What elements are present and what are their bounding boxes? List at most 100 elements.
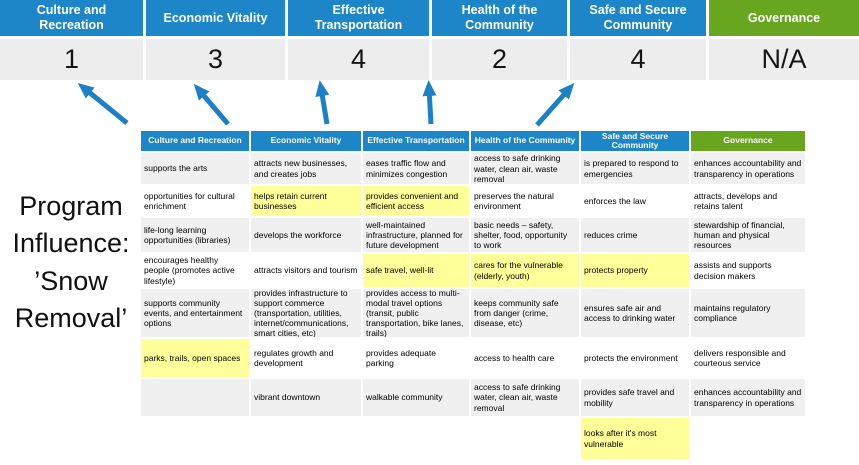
matrix-cell-text: basic needs – safety, shelter, food, opp… <box>474 219 568 250</box>
matrix-cell-text: vibrant downtown <box>254 392 321 403</box>
score-value: 3 <box>207 44 224 74</box>
matrix-cell-text: enforces the law <box>584 195 646 206</box>
matrix-cell-text: encourages healthy people (promotes acti… <box>144 255 235 286</box>
matrix-cell-text: delivers responsible and courteous servi… <box>694 347 786 368</box>
matrix-cell-r1c6: enhances accountability and transparency… <box>690 152 806 185</box>
matrix-cell-r7c1 <box>140 378 250 417</box>
matrix-cell-r7c6: enhances accountability and transparency… <box>690 378 806 417</box>
matrix-cell-r3c3: well-maintained infrastructure, planned … <box>362 217 470 253</box>
matrix-header-economic-vitality: Economic Vitality <box>250 130 362 152</box>
matrix-header-label: Health of the Community <box>474 135 576 146</box>
matrix-cell-text: safe travel, well-lit <box>366 265 434 276</box>
category-header-effective-transportation: Effective Transportation <box>288 0 429 36</box>
matrix-cell-text: develops the workforce <box>254 229 342 240</box>
matrix-cell-text: well-maintained infrastructure, planned … <box>366 219 463 250</box>
matrix-header-label: Effective Transportation <box>367 135 465 146</box>
matrix-cell-r5c1: supports community events, and entertain… <box>140 288 250 338</box>
matrix-cell-r8c5: looks after it's most vulnerable <box>580 417 690 460</box>
program-influence-label-line: Program <box>19 191 123 221</box>
matrix-cell-r7c5: provides safe travel and mobility <box>580 378 690 417</box>
matrix-cell-text: life-long learning opportunities (librar… <box>144 224 231 245</box>
matrix-cell-r1c2: attracts new businesses, and creates job… <box>250 152 362 185</box>
matrix-cell-text: reduces crime <box>584 229 638 240</box>
score-value: N/A <box>761 44 807 74</box>
matrix-cell-text: access to safe drinking water, clean air… <box>474 382 561 413</box>
category-header-safe-and-secure-community: Safe and Secure Community <box>570 0 706 36</box>
matrix-header-health-of-the-community: Health of the Community <box>470 130 580 152</box>
matrix-cell-r4c5: protects property <box>580 253 690 288</box>
matrix-cell-text: looks after it's most vulnerable <box>584 428 657 449</box>
matrix-cell-text: protects property <box>584 265 648 276</box>
matrix-cell-r8c3 <box>362 417 470 460</box>
matrix-cell-text: ensures safe air and access to drinking … <box>584 302 676 323</box>
matrix-cell-r2c1: opportunities for cultural enrichment <box>140 185 250 217</box>
matrix-cell-r6c4: access to health care <box>470 338 580 378</box>
matrix-cell-text: stewardship of financial, human and phys… <box>694 219 785 250</box>
matrix-cell-text: is prepared to respond to emergencies <box>584 158 679 179</box>
matrix-cell-r1c5: is prepared to respond to emergencies <box>580 152 690 185</box>
matrix-cell-r5c2: provides infrastructure to support comme… <box>250 288 362 338</box>
matrix-cell-r3c2: develops the workforce <box>250 217 362 253</box>
matrix-cell-r8c6 <box>690 417 806 460</box>
matrix-cell-text: eases traffic flow and minimizes congest… <box>366 158 448 179</box>
program-influence-label: Program Influence: ’Snow Removal’ <box>0 188 142 337</box>
category-header-label: Economic Vitality <box>163 10 268 25</box>
matrix-cell-text: provides infrastructure to support comme… <box>254 288 349 338</box>
matrix-cell-text: assists and supports decision makers <box>694 260 772 281</box>
program-influence-label-line: Influence: <box>12 228 130 259</box>
matrix-cell-text: helps retain current businesses <box>254 190 327 211</box>
category-header-label: Safe and Secure Community <box>589 3 687 32</box>
matrix-cell-text: enhances accountability and transparency… <box>694 387 802 408</box>
matrix-cell-text: preserves the natural environment <box>474 190 554 211</box>
matrix-cell-text: supports community events, and entertain… <box>144 297 243 328</box>
matrix-cell-text: provides access to multi-modal travel op… <box>366 288 464 338</box>
influence-matrix: Culture and Recreation Economic Vitality E… <box>140 130 806 460</box>
matrix-cell-text: access to safe drinking water, clean air… <box>474 153 561 184</box>
matrix-row: looks after it's most vulnerable <box>140 417 806 460</box>
matrix-cell-text: cares for the vulnerable (elderly, youth… <box>474 260 563 281</box>
matrix-cell-text: keeps community safe from danger (crime,… <box>474 297 559 328</box>
matrix-cell-r5c3: provides access to multi-modal travel op… <box>362 288 470 338</box>
up-arrow-icon <box>535 83 575 127</box>
matrix-cell-r2c5: enforces the law <box>580 185 690 217</box>
matrix-cell-r8c1 <box>140 417 250 460</box>
score-value: 4 <box>350 44 367 74</box>
matrix-cell-r7c3: walkable community <box>362 378 470 417</box>
matrix-header-label: Governance <box>723 135 773 146</box>
category-header-label: Culture and Recreation <box>36 3 107 32</box>
matrix-cell-r2c6: attracts, develops and retains talent <box>690 185 806 217</box>
category-header-health-of-the-community: Health of the Community <box>432 0 567 36</box>
matrix-cell-r4c4: cares for the vulnerable (elderly, youth… <box>470 253 580 288</box>
matrix-header-label: Economic Vitality <box>270 135 342 146</box>
matrix-row: parks, trails, open spaces regulates grow… <box>140 338 806 378</box>
program-influence-label-line: Removal’ <box>14 302 128 333</box>
matrix-cell-text: opportunities for cultural enrichment <box>144 190 235 211</box>
matrix-row: vibrant downtown walkable community access… <box>140 378 806 417</box>
score-economic-vitality: 3 <box>146 39 285 80</box>
score-value: 2 <box>491 44 508 74</box>
matrix-cell-r1c3: eases traffic flow and minimizes congest… <box>362 152 470 185</box>
matrix-cell-r8c2 <box>250 417 362 460</box>
matrix-cell-r1c4: access to safe drinking water, clean air… <box>470 152 580 185</box>
score-value: 4 <box>630 44 646 74</box>
score-safe-and-secure-community: 4 <box>570 39 706 80</box>
matrix-cell-text: walkable community <box>366 392 443 403</box>
matrix-header-effective-transportation: Effective Transportation <box>362 130 470 152</box>
category-header-economic-vitality: Economic Vitality <box>146 0 285 36</box>
category-header-label: Effective Transportation <box>314 3 403 32</box>
matrix-header-label: Culture and Recreation <box>148 135 242 146</box>
score-culture-and-recreation: 1 <box>0 39 143 80</box>
matrix-cell-r4c6: assists and supports decision makers <box>690 253 806 288</box>
matrix-header-culture-and-recreation: Culture and Recreation <box>140 130 250 152</box>
category-header-label: Governance <box>747 10 821 25</box>
matrix-cell-text: attracts, develops and retains talent <box>694 190 778 211</box>
matrix-cell-r2c4: preserves the natural environment <box>470 185 580 217</box>
matrix-cell-text: protects the environment <box>584 352 678 363</box>
matrix-cell-r5c4: keeps community safe from danger (crime,… <box>470 288 580 338</box>
matrix-cell-r3c5: reduces crime <box>580 217 690 253</box>
matrix-header-label: Safe and Secure Community <box>601 130 669 150</box>
score-effective-transportation: 4 <box>288 39 429 80</box>
matrix-cell-r4c3: safe travel, well-lit <box>362 253 470 288</box>
matrix-cell-r3c4: basic needs – safety, shelter, food, opp… <box>470 217 580 253</box>
